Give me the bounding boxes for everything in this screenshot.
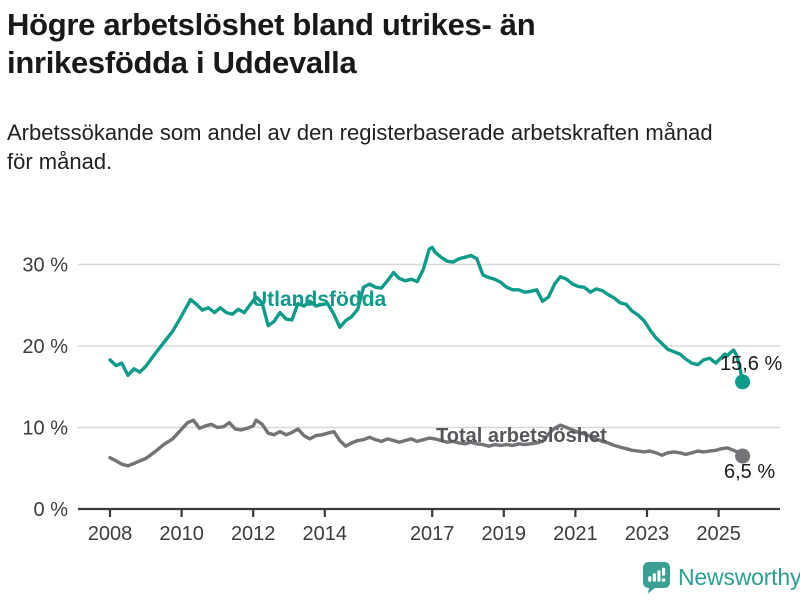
x-tick-label: 2021: [553, 523, 598, 545]
brand-name: Newsworthy: [678, 564, 800, 590]
series-line-total: [108, 418, 745, 468]
y-tick-label: 30 %: [22, 255, 68, 277]
x-tick-label: 2014: [303, 523, 348, 545]
series-end-dot-utlandsfodda: [735, 374, 751, 390]
x-tick-label: 2010: [159, 523, 204, 545]
newsworthy-logo-icon: [642, 562, 670, 594]
page-title: Högre arbetslöshet bland utrikes- än inr…: [7, 6, 707, 82]
gridlines: [78, 263, 780, 429]
x-tick-label: 2019: [482, 523, 527, 545]
y-tick-label: 0 %: [34, 499, 69, 521]
end-value-label-total: 6,5 %: [724, 461, 776, 483]
title-line-1: Högre arbetslöshet bland utrikes- än: [7, 7, 536, 42]
subtitle-line-2: för månad.: [7, 149, 113, 174]
y-tick-label: 10 %: [22, 418, 68, 440]
series-line-utlandsfodda: [108, 245, 745, 384]
x-axis: [78, 507, 780, 517]
logo-bar-3: [657, 570, 661, 582]
logo-bar-1: [648, 576, 652, 582]
series-lines: [108, 245, 751, 468]
chart-subtitle: Arbetssökande som andel av den registerb…: [7, 118, 795, 176]
logo-bubble: [642, 562, 670, 594]
x-tick-label: 2025: [696, 523, 741, 545]
x-tick-label: 2023: [625, 523, 670, 545]
series-end-dot-total: [735, 448, 751, 464]
axis-tick-labels: 2008 2010 2012 2014 2017 2019 2021 2023 2025 0 % 1…: [22, 255, 740, 546]
x-tick-label: 2008: [88, 523, 133, 545]
end-value-label-utlandsfodda: 15,6 %: [720, 353, 783, 375]
logo-exclamation-dot: [661, 578, 666, 582]
series-label-utlandsfodda: Utlandsfödda: [252, 288, 387, 311]
logo-bar-2: [652, 573, 656, 582]
series-label-total-arbetsloshet: Total arbetslöshet: [436, 425, 607, 447]
x-tick-label: 2017: [410, 523, 455, 545]
logo-exclamation-bar: [662, 567, 666, 576]
newsworthy-logo-link[interactable]: Newsworthy: [642, 561, 800, 594]
y-tick-label: 20 %: [22, 336, 68, 358]
subtitle-line-1: Arbetssökande som andel av den registerb…: [7, 120, 713, 145]
title-line-2: inrikesfödda i Uddevalla: [7, 45, 357, 80]
x-tick-label: 2012: [231, 523, 276, 545]
